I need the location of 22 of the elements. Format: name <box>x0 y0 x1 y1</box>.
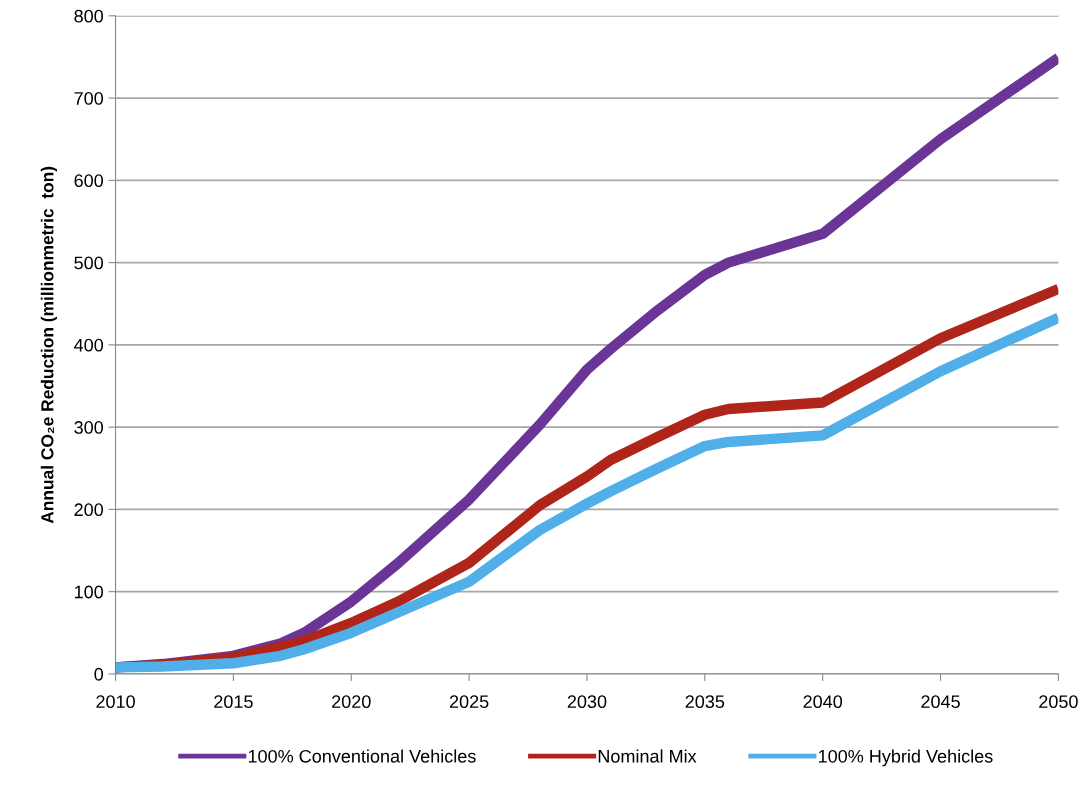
x-tick-label: 2015 <box>214 695 253 709</box>
x-tick-label: 2045 <box>921 695 960 709</box>
x-tick-label: 2030 <box>567 695 607 709</box>
y-tick-label: 800 <box>74 9 104 23</box>
y-tick-label: 400 <box>74 338 104 352</box>
legend-label: 100% Conventional Vehicles <box>248 749 476 763</box>
y-tick-label: 500 <box>74 256 104 270</box>
x-tick-label: 2025 <box>449 695 489 709</box>
y-tick-label: 300 <box>74 421 104 434</box>
y-axis-title: Annual CO₂e Reduction (millionmetric ton) <box>40 166 57 524</box>
x-tick-label: 2035 <box>685 695 725 709</box>
y-tick-label: 200 <box>74 503 104 517</box>
y-tick-label: 700 <box>74 92 104 105</box>
x-tick-label: 2040 <box>803 695 843 709</box>
y-tick-label: 600 <box>74 174 104 188</box>
x-tick-label: 2050 <box>1039 695 1078 709</box>
legend-label: Nominal Mix <box>598 749 697 763</box>
y-tick-label: 100 <box>74 585 104 599</box>
legend-label: 100% Hybrid Vehicles <box>818 749 993 767</box>
y-tick-label: 0 <box>94 667 104 681</box>
x-tick-label: 2020 <box>332 695 371 709</box>
x-tick-label: 2010 <box>96 695 135 709</box>
